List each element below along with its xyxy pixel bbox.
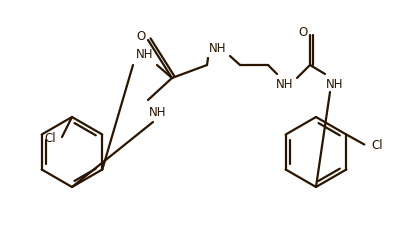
- Text: Cl: Cl: [371, 139, 383, 152]
- Text: O: O: [136, 30, 146, 43]
- Text: NH: NH: [326, 77, 344, 90]
- Text: NH: NH: [149, 105, 167, 118]
- Text: Cl: Cl: [44, 131, 56, 144]
- Text: NH: NH: [209, 42, 227, 55]
- Text: O: O: [298, 25, 308, 38]
- Text: NH: NH: [136, 49, 154, 62]
- Text: NH: NH: [276, 77, 294, 90]
